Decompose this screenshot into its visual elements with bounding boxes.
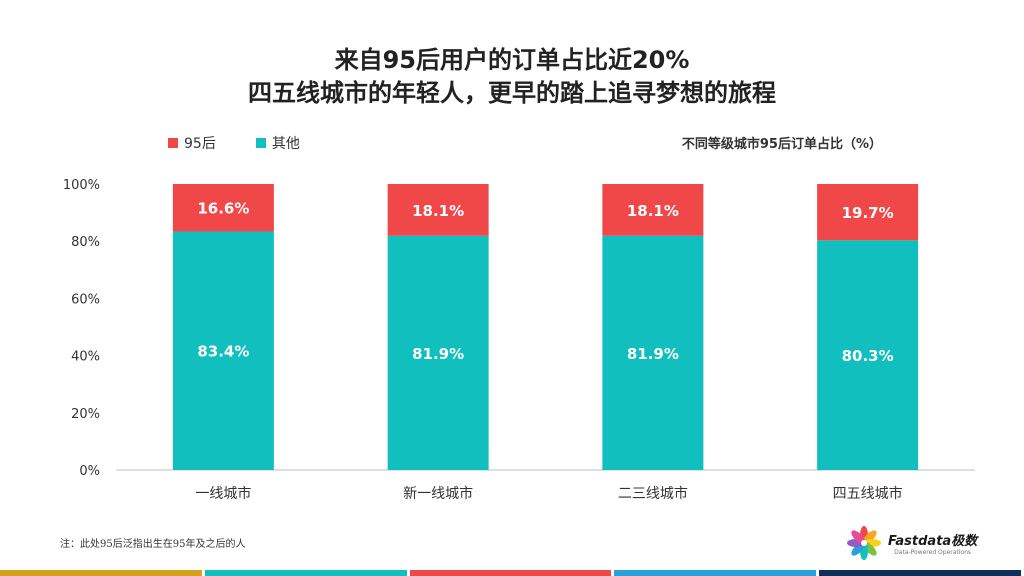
fastdata-logo: Fastdata极数 Data-Powered Operations [846, 520, 996, 566]
data-label-95后: 18.1% [627, 202, 679, 220]
data-label-其他: 81.9% [627, 345, 679, 363]
legend-label-其他: 其他 [271, 136, 300, 152]
data-label-其他: 81.9% [412, 345, 464, 363]
data-label-其他: 80.3% [842, 347, 894, 365]
band-segment [819, 570, 1021, 576]
band-segment [409, 570, 612, 576]
legend-item-95后: 95后 [168, 133, 216, 153]
bar-segment-其他 [387, 235, 489, 470]
title-line-1: 来自95后用户的订单占比近20% [334, 46, 690, 74]
x-category-label: 二三线城市 [618, 485, 688, 502]
legend-swatch-其他 [255, 138, 266, 148]
title-line-2: 四五线城市的年轻人，更早的踏上追寻梦想的旅程 [248, 79, 776, 107]
data-label-95后: 16.6% [197, 200, 249, 218]
bar-segment-95后 [387, 184, 489, 236]
legend-item-其他: 其他 [255, 133, 300, 153]
bottom-color-band [0, 570, 1024, 576]
bar-segment-95后 [602, 184, 704, 236]
data-label-95后: 18.1% [412, 202, 464, 220]
x-category-label: 四五线城市 [833, 485, 903, 502]
x-category-label: 一线城市 [195, 485, 251, 502]
y-tick-label: 60% [71, 292, 100, 307]
bar-segment-其他 [602, 235, 704, 470]
chart-title: 来自95后用户的订单占比近20% 四五线城市的年轻人，更早的踏上追寻梦想的旅程 [0, 44, 1024, 110]
data-label-95后: 19.7% [842, 204, 894, 222]
y-tick-label: 40% [71, 350, 100, 365]
logo-tagline: Data-Powered Operations [894, 549, 972, 556]
y-tick-label: 100% [63, 178, 100, 193]
legend: 95后 其他 [168, 133, 340, 153]
band-segment [614, 570, 817, 576]
bar-segment-其他 [817, 240, 919, 470]
x-category-label: 新一线城市 [403, 485, 473, 502]
y-tick-label: 20% [71, 407, 100, 422]
band-segment [204, 570, 407, 576]
y-tick-label: 0% [79, 464, 100, 479]
band-segment [0, 570, 202, 576]
bar-segment-95后 [172, 184, 274, 232]
legend-swatch-95后 [168, 138, 178, 148]
flower-logo-icon [847, 526, 881, 560]
y-tick-label: 80% [71, 235, 100, 250]
logo-name: Fastdata极数 [888, 534, 978, 549]
bar-segment-其他 [172, 231, 274, 470]
data-label-其他: 83.4% [197, 343, 249, 361]
unit-note: 不同等级城市95后订单占比（%） [681, 137, 882, 152]
bar-segment-95后 [817, 184, 919, 241]
legend-label-95后: 95后 [184, 136, 216, 152]
footnote: 注：此处95后泛指出生在95年及之后的人 [60, 539, 246, 550]
